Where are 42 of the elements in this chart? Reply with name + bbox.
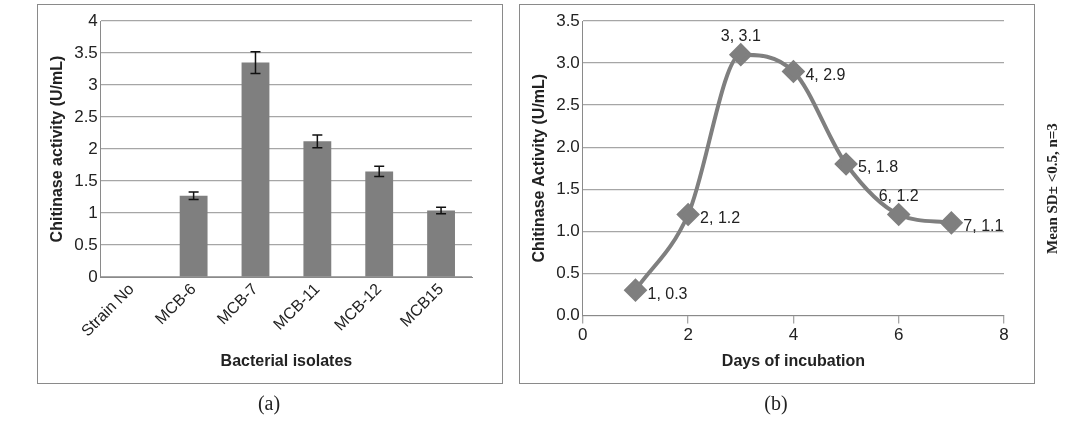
- point: [835, 152, 858, 175]
- y-tick-label: 2: [88, 138, 98, 158]
- point: [940, 211, 963, 234]
- point: [677, 203, 700, 226]
- y-axis-title: Chitinase activity (U/mL): [48, 55, 66, 243]
- x-tick-label: 6: [893, 325, 904, 345]
- y-tick-label: 2.0: [556, 136, 580, 156]
- x-tick-label: 4: [788, 325, 799, 345]
- y-tick-label: 3.0: [556, 52, 580, 72]
- y-tick-label: 3: [88, 74, 98, 94]
- point: [782, 60, 805, 83]
- y-tick-label: 4: [88, 10, 98, 30]
- y-tick-label: 2.5: [74, 106, 98, 126]
- y-axis-title: Chitinase Activity (U/mL): [530, 73, 548, 263]
- data-label: 2, 1.2: [700, 208, 741, 226]
- data-label: 6, 1.2: [878, 186, 919, 204]
- y-tick-label: 0.0: [556, 305, 580, 325]
- text: (a): [256, 392, 282, 415]
- text: (b): [763, 392, 789, 415]
- y-tick-label: 3.5: [74, 42, 98, 62]
- point: [887, 203, 910, 226]
- y-tick-label: 0.5: [74, 234, 98, 254]
- y-tick-label: 2.5: [556, 94, 580, 114]
- data-label: 1, 0.3: [647, 284, 688, 302]
- x-axis-title: Bacterial isolates: [220, 351, 353, 369]
- text: Mean SD± <0.5, n=3: [1043, 122, 1061, 256]
- point: [624, 279, 647, 302]
- y-tick-label: 1: [88, 202, 98, 222]
- point: [729, 43, 752, 66]
- x-tick-label: 8: [999, 325, 1009, 345]
- x-tick-label: 2: [683, 325, 693, 345]
- y-tick-label: 1.5: [556, 178, 580, 198]
- y-tick-label: 0: [88, 266, 98, 286]
- y-tick-label: 1.0: [556, 220, 580, 240]
- y-tick-label: 0.5: [556, 263, 580, 283]
- y-tick-label: 3.5: [556, 10, 580, 30]
- data-label: 3, 3.1: [720, 27, 761, 45]
- x-axis-title: Days of incubation: [721, 351, 865, 369]
- data-label: 7, 1.1: [963, 217, 1004, 235]
- data-label: 4, 2.9: [805, 65, 846, 83]
- y-tick-label: 1.5: [74, 170, 98, 190]
- data-label: 5, 1.8: [858, 158, 899, 176]
